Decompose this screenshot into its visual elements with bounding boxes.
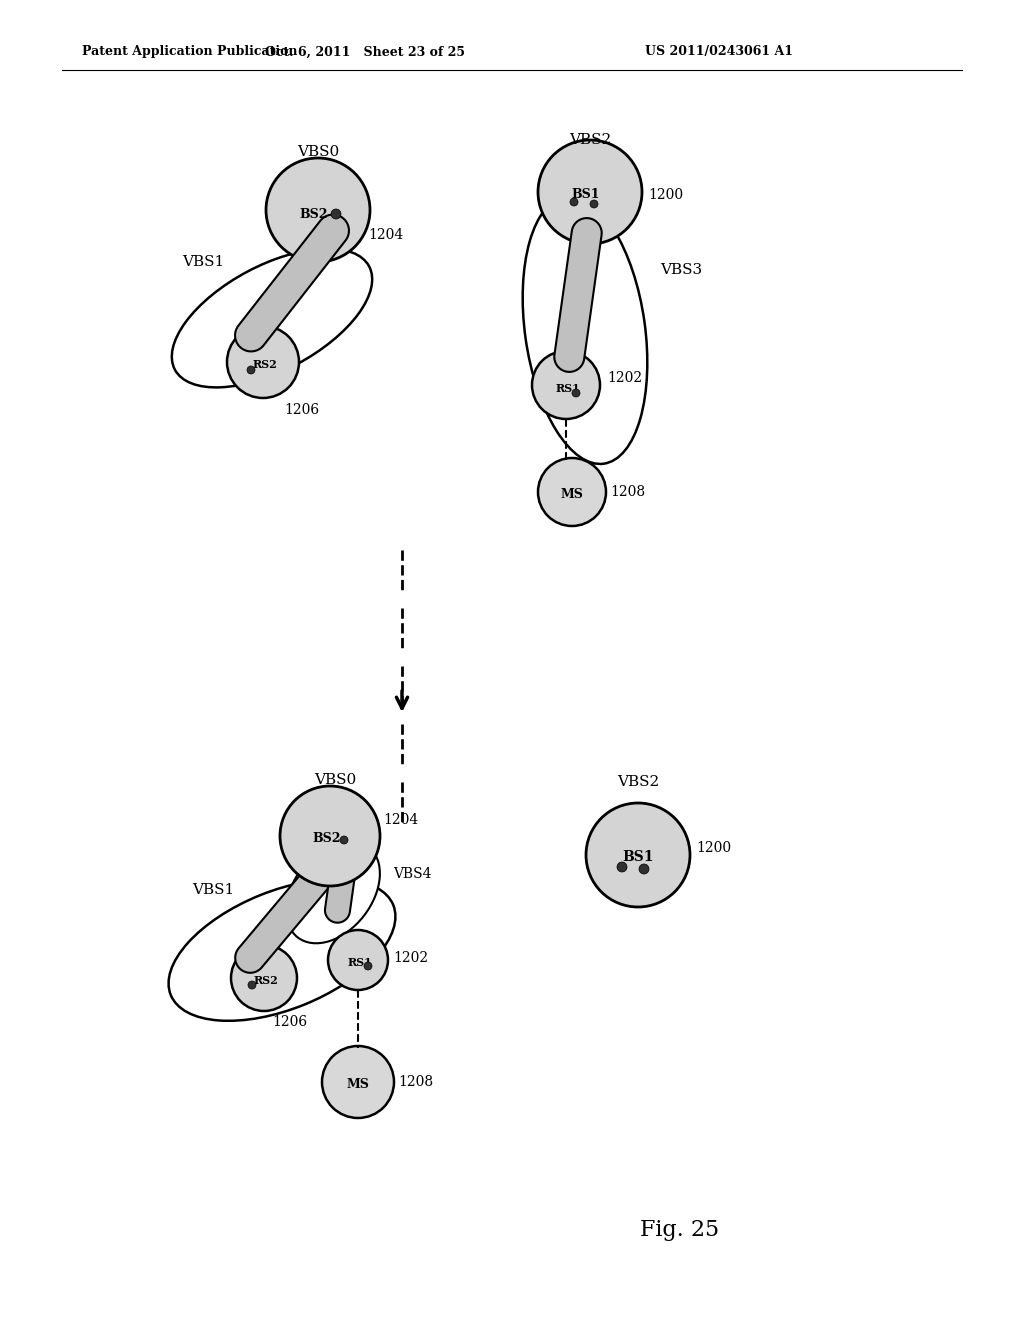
Text: RS1: RS1 [347,957,373,969]
Text: 1208: 1208 [398,1074,433,1089]
Text: RS1: RS1 [556,383,581,393]
Text: 1206: 1206 [272,1015,307,1030]
Circle shape [231,945,297,1011]
Circle shape [532,351,600,418]
Text: BS2: BS2 [312,833,341,846]
Text: BS1: BS1 [623,850,653,865]
Circle shape [331,209,341,219]
Text: VBS1: VBS1 [182,255,224,269]
Polygon shape [325,833,359,923]
Circle shape [247,366,255,374]
Text: BS2: BS2 [300,207,329,220]
Circle shape [639,865,649,874]
Text: Patent Application Publication: Patent Application Publication [82,45,298,58]
Text: BS1: BS1 [571,189,600,202]
Circle shape [280,785,380,886]
Circle shape [538,458,606,525]
Circle shape [590,201,598,209]
Polygon shape [236,215,349,351]
Text: VBS1: VBS1 [193,883,234,898]
Text: VBS2: VBS2 [569,133,611,147]
Text: Fig. 25: Fig. 25 [640,1218,720,1241]
Text: US 2011/0243061 A1: US 2011/0243061 A1 [645,45,793,58]
Text: MS: MS [346,1077,370,1090]
Circle shape [328,931,388,990]
Circle shape [572,389,580,397]
Circle shape [340,836,348,843]
Circle shape [266,158,370,261]
Ellipse shape [522,197,647,463]
Circle shape [364,962,372,970]
Text: MS: MS [560,487,584,500]
Text: RS2: RS2 [253,359,278,371]
Text: VBS4: VBS4 [393,867,431,880]
Text: VBS3: VBS3 [660,263,702,277]
Text: 1200: 1200 [696,841,731,855]
Polygon shape [236,843,349,973]
Circle shape [538,140,642,244]
Text: 1202: 1202 [607,371,642,385]
Circle shape [322,1045,394,1118]
Text: VBS2: VBS2 [616,775,659,789]
Circle shape [227,326,299,399]
Circle shape [586,803,690,907]
Text: 1206: 1206 [284,403,319,417]
Circle shape [248,981,256,989]
Text: VBS0: VBS0 [314,774,356,787]
Text: 1208: 1208 [610,484,645,499]
Text: 1204: 1204 [383,813,418,828]
Text: Oct. 6, 2011   Sheet 23 of 25: Oct. 6, 2011 Sheet 23 of 25 [265,45,465,58]
Ellipse shape [169,879,395,1020]
Text: RS2: RS2 [254,975,279,986]
Ellipse shape [286,841,380,944]
Text: 1200: 1200 [648,187,683,202]
Circle shape [570,198,578,206]
Polygon shape [554,218,602,372]
Text: 1202: 1202 [393,950,428,965]
Text: VBS0: VBS0 [297,145,339,158]
Circle shape [617,862,627,873]
Text: 1204: 1204 [368,228,403,242]
Ellipse shape [172,248,372,387]
